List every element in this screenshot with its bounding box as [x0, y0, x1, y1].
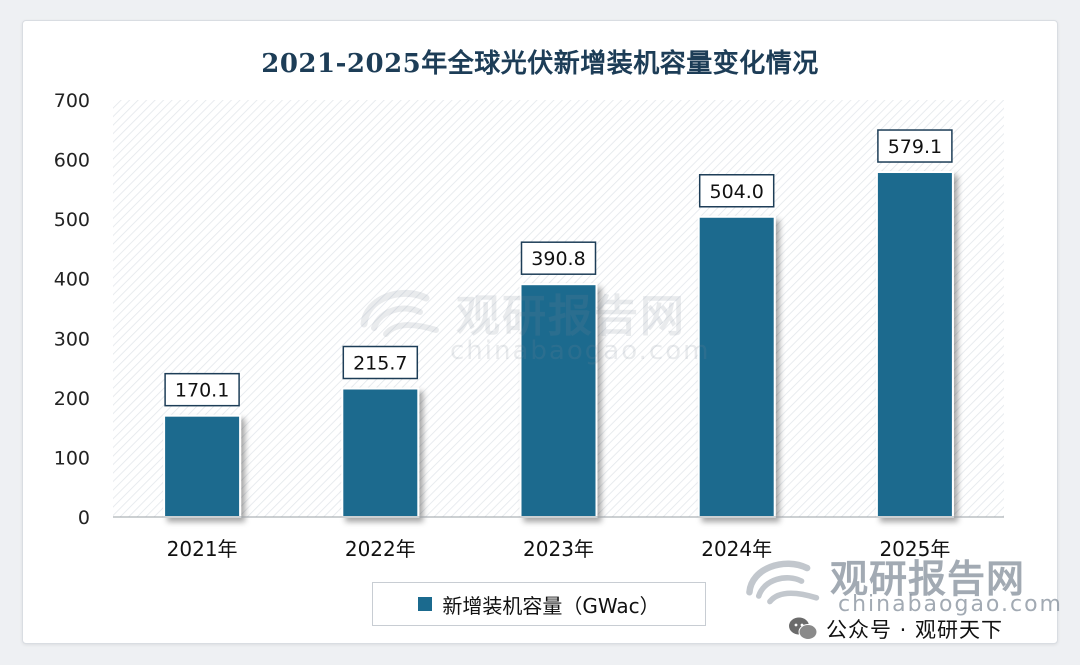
bar — [519, 283, 598, 518]
y-tick-label: 300 — [54, 328, 90, 350]
bar — [163, 414, 242, 519]
legend: 新增装机容量（GWac） — [372, 582, 706, 626]
bar — [341, 387, 420, 518]
data-label: 579.1 — [888, 136, 942, 158]
legend-label: 新增装机容量（GWac） — [442, 593, 660, 618]
x-axis: 2021年 2022年 2023年 2024年 2025年 — [167, 537, 951, 561]
legend-swatch — [418, 597, 433, 611]
bar — [875, 171, 954, 518]
chart-title: 2021-2025年全球光伏新增装机容量变化情况 — [261, 49, 819, 79]
bar — [697, 215, 776, 518]
data-label: 504.0 — [709, 181, 763, 203]
x-tick-label: 2024年 — [701, 537, 772, 561]
y-tick-label: 200 — [54, 388, 90, 410]
y-axis: 0 100 200 300 400 500 600 700 — [54, 90, 90, 529]
y-tick-label: 700 — [54, 90, 90, 112]
data-label-box — [164, 372, 240, 407]
data-label: 170.1 — [175, 380, 229, 402]
x-tick-label: 2025年 — [879, 537, 950, 561]
x-tick-label: 2021年 — [167, 537, 238, 561]
y-tick-label: 500 — [54, 209, 90, 231]
data-label-box — [520, 241, 597, 275]
data-label-box — [698, 174, 775, 208]
x-tick-label: 2023年 — [523, 537, 594, 561]
y-tick-label: 600 — [54, 150, 90, 172]
data-label-box — [342, 345, 419, 380]
y-tick-label: 400 — [54, 269, 90, 291]
data-label: 215.7 — [353, 353, 407, 375]
bars: 170.1 215.7 390.8 504.0 579.1 — [163, 129, 954, 519]
y-tick-label: 0 — [78, 507, 90, 529]
x-tick-label: 2022年 — [345, 537, 416, 561]
y-tick-label: 100 — [54, 447, 90, 469]
data-label-box — [877, 129, 953, 163]
data-label: 390.8 — [531, 248, 585, 270]
